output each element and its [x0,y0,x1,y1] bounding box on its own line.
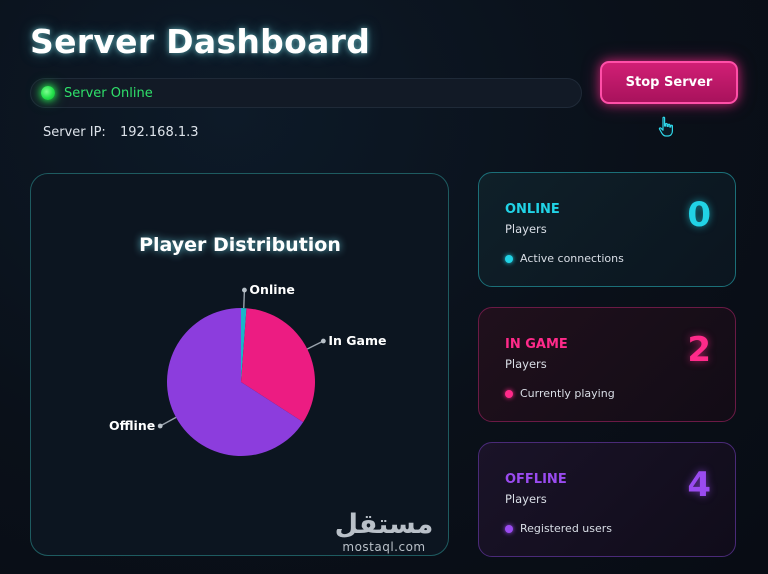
leader-line [243,290,246,309]
pie-slice-in-game [241,308,316,423]
offline-dot-icon [505,525,513,533]
leader-line [306,340,324,350]
ingame-card-label: IN GAME [505,337,568,352]
server-ip: Server IP: 192.168.1.3 [43,125,199,140]
watermark-arabic: مستقل [334,509,434,540]
server-ip-value: 192.168.1.3 [119,125,199,140]
slice-label-online: Online [249,282,294,297]
ingame-players-card: IN GAME Players 2 Currently playing [478,307,736,422]
online-card-sub: Players [505,222,547,236]
online-card-value: 0 [687,195,711,235]
player-distribution-panel: Player Distribution Online In Game Offline [30,173,449,556]
online-card-label: ONLINE [505,202,560,217]
leader-dot [320,338,326,344]
online-dot-icon [505,255,513,263]
stop-server-button[interactable]: Stop Server [600,61,738,104]
slice-label-offline: Offline [109,418,155,433]
watermark-latin: mostaql.com [342,540,426,554]
ingame-dot-icon [505,390,513,398]
pie-slice-offline [167,308,304,456]
server-status-bar: Server Online [30,78,582,108]
slice-label-in-game: In Game [328,333,386,348]
status-dot-icon [41,86,55,100]
ingame-card-desc: Currently playing [520,387,615,400]
player-distribution-chart: Player Distribution Online In Game Offline [109,234,386,456]
offline-card-label: OFFLINE [505,472,567,487]
mostaql-watermark: مستقل mostaql.com [334,509,434,555]
ingame-card-value: 2 [687,330,711,370]
offline-card-sub: Players [505,492,547,506]
page-title: Server Dashboard [30,22,371,61]
server-ip-label: Server IP: [43,125,106,140]
server-status-text: Server Online [64,85,153,101]
offline-players-card: OFFLINE Players 4 Registered users [478,442,736,557]
online-card-desc: Active connections [520,252,624,265]
hand-pointer-icon [658,116,673,137]
pie-slice-online [241,308,247,382]
online-players-card: ONLINE Players 0 Active connections [478,172,736,287]
ingame-card-sub: Players [505,357,547,371]
leader-dot [242,287,247,293]
leader-line [159,416,177,427]
chart-title: Player Distribution [139,234,341,256]
offline-card-desc: Registered users [520,522,613,535]
leader-dot [157,423,163,429]
offline-card-value: 4 [687,465,711,505]
